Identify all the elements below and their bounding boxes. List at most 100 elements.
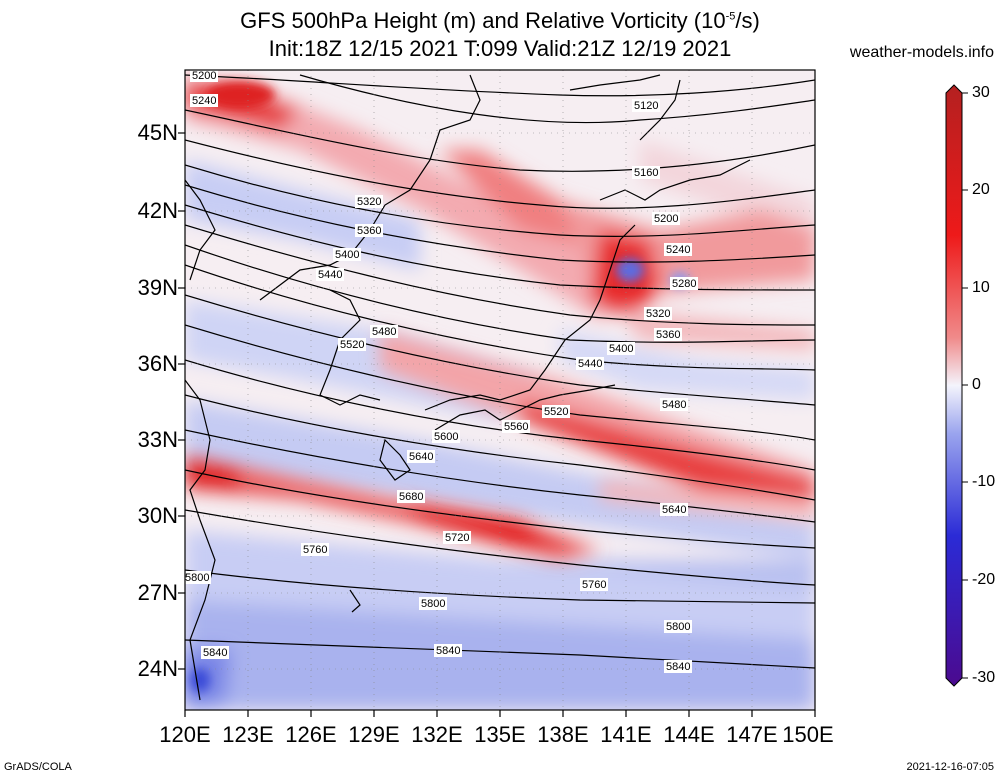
contour-label-5240: 5240	[664, 243, 692, 256]
contour-label-5760b: 5760	[580, 578, 608, 591]
contour-label-5800a: 5800	[185, 571, 211, 584]
colorbar-label-neg10: -10	[972, 473, 996, 490]
lon-label-135e: 135E	[474, 722, 526, 747]
svg-text:5760: 5760	[303, 544, 327, 556]
contour-label-5320: 5320	[644, 307, 672, 320]
svg-text:5120: 5120	[634, 100, 658, 112]
contour-label-5840a: 5840	[201, 646, 229, 659]
axis-ticks	[178, 132, 816, 717]
coastlines	[185, 74, 751, 701]
svg-text:5360: 5360	[656, 329, 680, 341]
contour-label-5760: 5760	[301, 543, 329, 556]
lon-label-147e: 147E	[726, 722, 778, 747]
contour-label-5800: 5800	[419, 597, 447, 610]
lon-label-138e: 138E	[537, 722, 589, 747]
svg-text:5840: 5840	[436, 645, 460, 657]
svg-text:5440: 5440	[578, 358, 602, 370]
lat-label-33n: 33N	[137, 427, 178, 452]
svg-text:5800: 5800	[666, 621, 690, 633]
height-contours	[185, 74, 815, 669]
contour-label-5160: 5160	[632, 166, 660, 179]
contour-label-5800b: 5800	[664, 620, 692, 633]
contour-label-5440b: 5440	[316, 268, 344, 281]
svg-text:5320: 5320	[357, 196, 381, 208]
svg-text:5320: 5320	[646, 308, 670, 320]
contour-label-5480: 5480	[660, 398, 688, 411]
svg-text:5160: 5160	[634, 167, 658, 179]
lat-label-27n: 27N	[137, 580, 178, 605]
contour-label-5520b: 5520	[338, 338, 366, 351]
contour-label-5640: 5640	[407, 450, 435, 463]
svg-text:5840: 5840	[666, 661, 690, 673]
svg-text:5240: 5240	[192, 95, 216, 107]
colorbar-label-10: 10	[972, 279, 990, 296]
colorbar	[945, 84, 968, 687]
contour-label-5840b: 5840	[664, 660, 692, 673]
lon-label-144e: 144E	[663, 722, 715, 747]
contour-label-5560: 5560	[502, 420, 530, 433]
lon-label-150e: 150E	[782, 722, 834, 747]
svg-text:5640: 5640	[662, 504, 686, 516]
contour-label-5200a: 5200	[190, 70, 218, 82]
contour-label-5840: 5840	[434, 644, 462, 657]
contour-label-5120: 5120	[632, 99, 660, 112]
lat-label-45n: 45N	[137, 120, 178, 145]
colorbar-label-0: 0	[972, 376, 981, 393]
svg-text:5680: 5680	[399, 491, 423, 503]
lon-label-120e: 120E	[159, 722, 211, 747]
lon-label-123e: 123E	[222, 722, 274, 747]
contour-label-5360: 5360	[654, 328, 682, 341]
svg-text:5360: 5360	[357, 225, 381, 237]
svg-text:5200: 5200	[654, 213, 678, 225]
svg-text:5480: 5480	[662, 399, 686, 411]
svg-text:5760: 5760	[582, 579, 606, 591]
lat-label-39n: 39N	[137, 275, 178, 300]
svg-text:5240: 5240	[666, 244, 690, 256]
svg-text:5720: 5720	[445, 532, 469, 544]
svg-text:5440: 5440	[318, 269, 342, 281]
svg-text:5800: 5800	[421, 598, 445, 610]
contour-label-5480b: 5480	[370, 325, 398, 338]
map-title-line1: GFS 500hPa Height (m) and Relative Vorti…	[240, 8, 760, 33]
lat-label-42n: 42N	[137, 198, 178, 223]
contour-label-5440: 5440	[576, 357, 604, 370]
svg-text:5400: 5400	[335, 249, 359, 261]
svg-text:5600: 5600	[434, 431, 458, 443]
lon-label-132e: 132E	[411, 722, 463, 747]
footer-software: GrADS/COLA	[4, 761, 72, 773]
contour-label-5640b: 5640	[660, 503, 688, 516]
lon-label-126e: 126E	[285, 722, 337, 747]
contour-label-5240a: 5240	[190, 94, 218, 107]
svg-text:5520: 5520	[544, 406, 568, 418]
svg-text:5640: 5640	[409, 451, 433, 463]
svg-text:5480: 5480	[372, 326, 396, 338]
contour-label-5200: 5200	[652, 212, 680, 225]
contour-label-5600: 5600	[432, 430, 460, 443]
contour-label-5400: 5400	[607, 342, 635, 355]
contour-label-5360b: 5360	[355, 224, 383, 237]
contour-label-5520: 5520	[542, 405, 570, 418]
contour-labels: 5200 5240 5120 5160 5200 5240 5280 5320 …	[185, 70, 698, 673]
svg-text:5280: 5280	[672, 278, 696, 290]
lon-label-129e: 129E	[348, 722, 400, 747]
colorbar-label-neg20: -20	[972, 571, 996, 588]
svg-text:5200: 5200	[192, 70, 216, 82]
lat-label-36n: 36N	[137, 351, 178, 376]
site-credit: weather-models.info	[849, 44, 994, 61]
svg-text:5800: 5800	[185, 572, 209, 584]
lat-label-30n: 30N	[137, 503, 178, 528]
svg-text:5560: 5560	[504, 421, 528, 433]
lon-label-141e: 141E	[600, 722, 652, 747]
contour-label-5400b: 5400	[333, 248, 361, 261]
colorbar-label-neg30: -30	[972, 669, 996, 686]
map-title-line2: Init:18Z 12/15 2021 T:099 Valid:21Z 12/1…	[268, 36, 732, 61]
footer-timestamp: 2021-12-16-07:05	[906, 761, 994, 773]
svg-text:5400: 5400	[609, 343, 633, 355]
lat-label-24n: 24N	[137, 656, 178, 681]
colorbar-label-20: 20	[972, 181, 990, 198]
svg-text:5520: 5520	[340, 339, 364, 351]
contour-label-5720: 5720	[443, 531, 471, 544]
colorbar-label-30: 30	[972, 84, 990, 101]
contour-label-5280: 5280	[670, 277, 698, 290]
